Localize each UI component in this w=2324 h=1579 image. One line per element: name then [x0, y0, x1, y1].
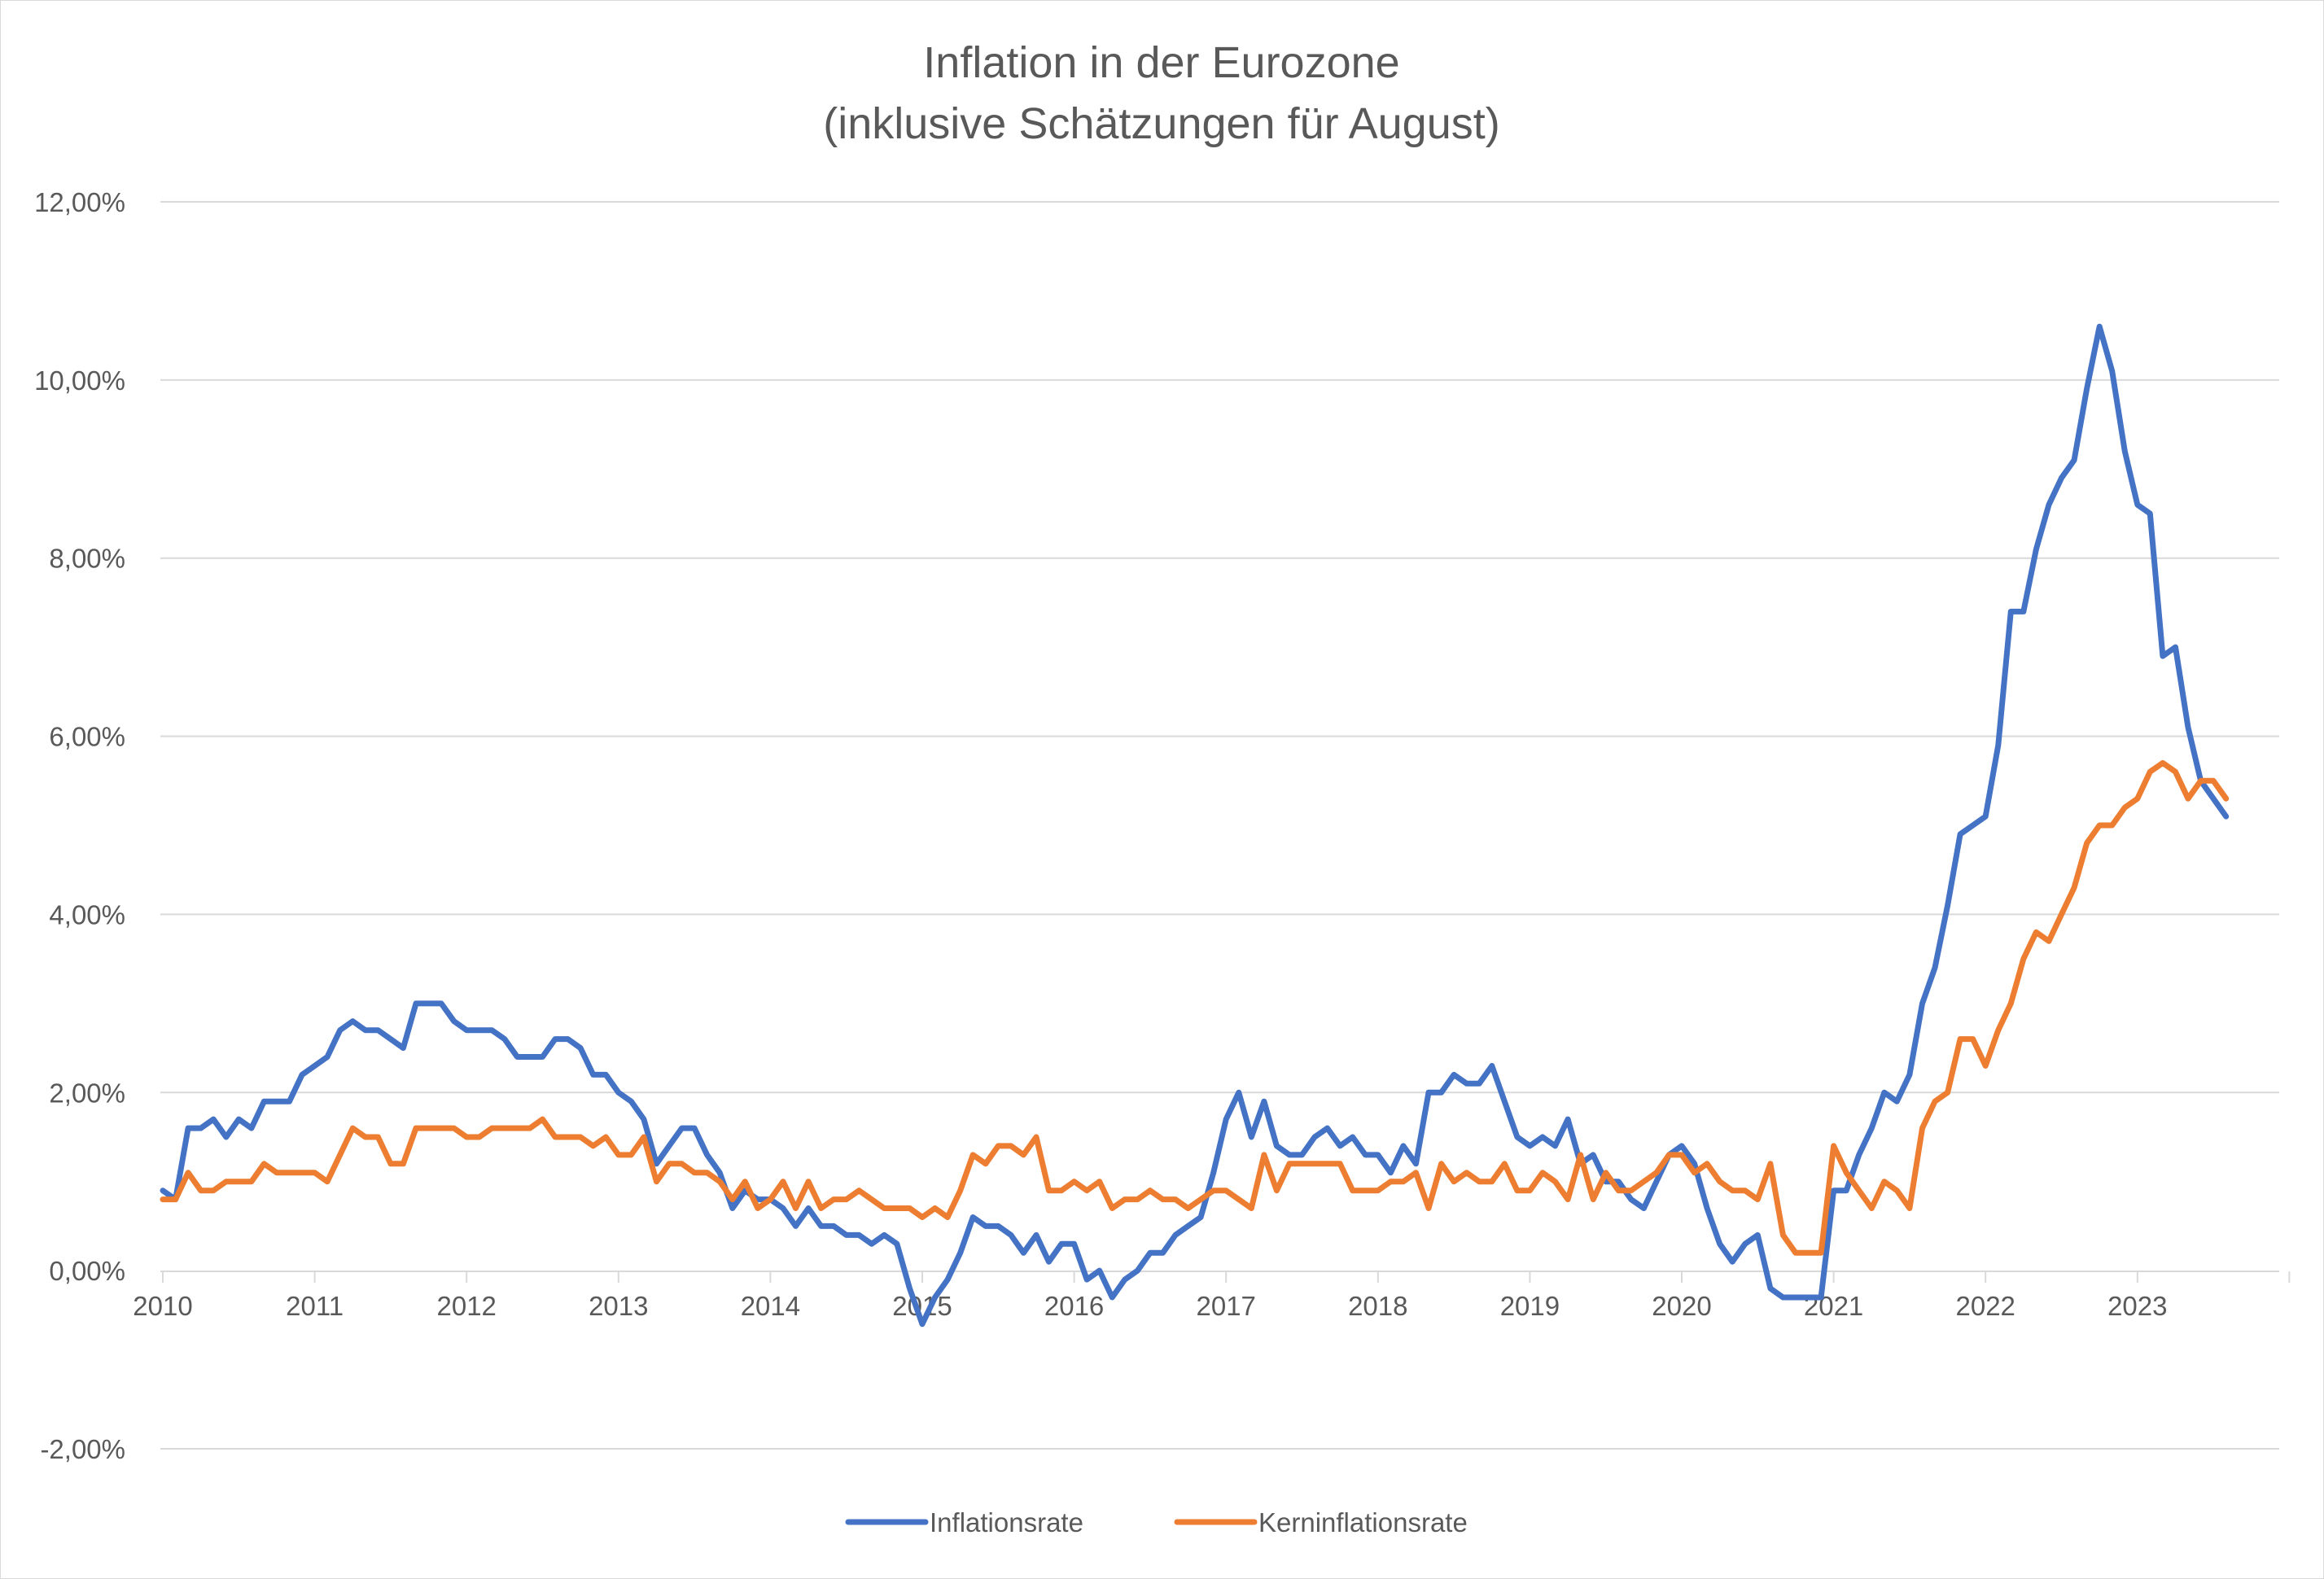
x-tick-label: 2011 [286, 1291, 344, 1321]
y-tick-label: 0,00% [49, 1256, 125, 1286]
chart-title-line-2: (inklusive Schätzungen für August) [823, 99, 1499, 148]
x-tick-label: 2012 [436, 1291, 496, 1321]
x-axis-tick-labels: 2010 2011 2012 2013 2014 2015 2016 2017 2018 2019… [133, 1291, 2167, 1321]
legend-label-kerninflationsrate: Kerninflationsrate [1258, 1507, 1468, 1537]
x-tick-label: 2019 [1500, 1291, 1560, 1321]
legend-label-inflationsrate: Inflationsrate [930, 1507, 1083, 1537]
y-axis-tick-labels: -2,00% 0,00% 2,00% 4,00% 6,00% 8,00% 10,00% 12,… [34, 187, 125, 1464]
y-tick-label: 4,00% [49, 899, 125, 929]
chart-title-line-1: Inflation in der Eurozone [923, 38, 1399, 87]
y-tick-label: 6,00% [49, 722, 125, 752]
legend: Inflationsrate Kerninflationsrate [845, 1507, 1468, 1537]
x-tick-label: 2022 [1955, 1291, 2015, 1321]
y-tick-label: 10,00% [34, 365, 125, 396]
x-tick-label: 2018 [1348, 1291, 1407, 1321]
x-tick-label: 2013 [589, 1291, 648, 1321]
y-tick-label: 12,00% [34, 187, 125, 217]
x-tick-label: 2020 [1652, 1291, 1711, 1321]
x-tick-label: 2016 [1044, 1291, 1104, 1321]
gridlines [160, 201, 2279, 1450]
x-tick-label: 2014 [741, 1291, 800, 1321]
x-tick-label: 2010 [133, 1291, 192, 1321]
series-lines [160, 323, 2230, 1327]
y-tick-label: 8,00% [49, 544, 125, 574]
y-tick-label: 2,00% [49, 1078, 125, 1108]
series-line-inflationsrate [160, 323, 2230, 1327]
x-tick-label: 2023 [2107, 1291, 2167, 1321]
y-tick-label: -2,00% [40, 1434, 125, 1464]
series-line-kerninflationsrate [160, 759, 2230, 1256]
x-tick-label: 2017 [1196, 1291, 1255, 1321]
x-axis [160, 1271, 2291, 1283]
